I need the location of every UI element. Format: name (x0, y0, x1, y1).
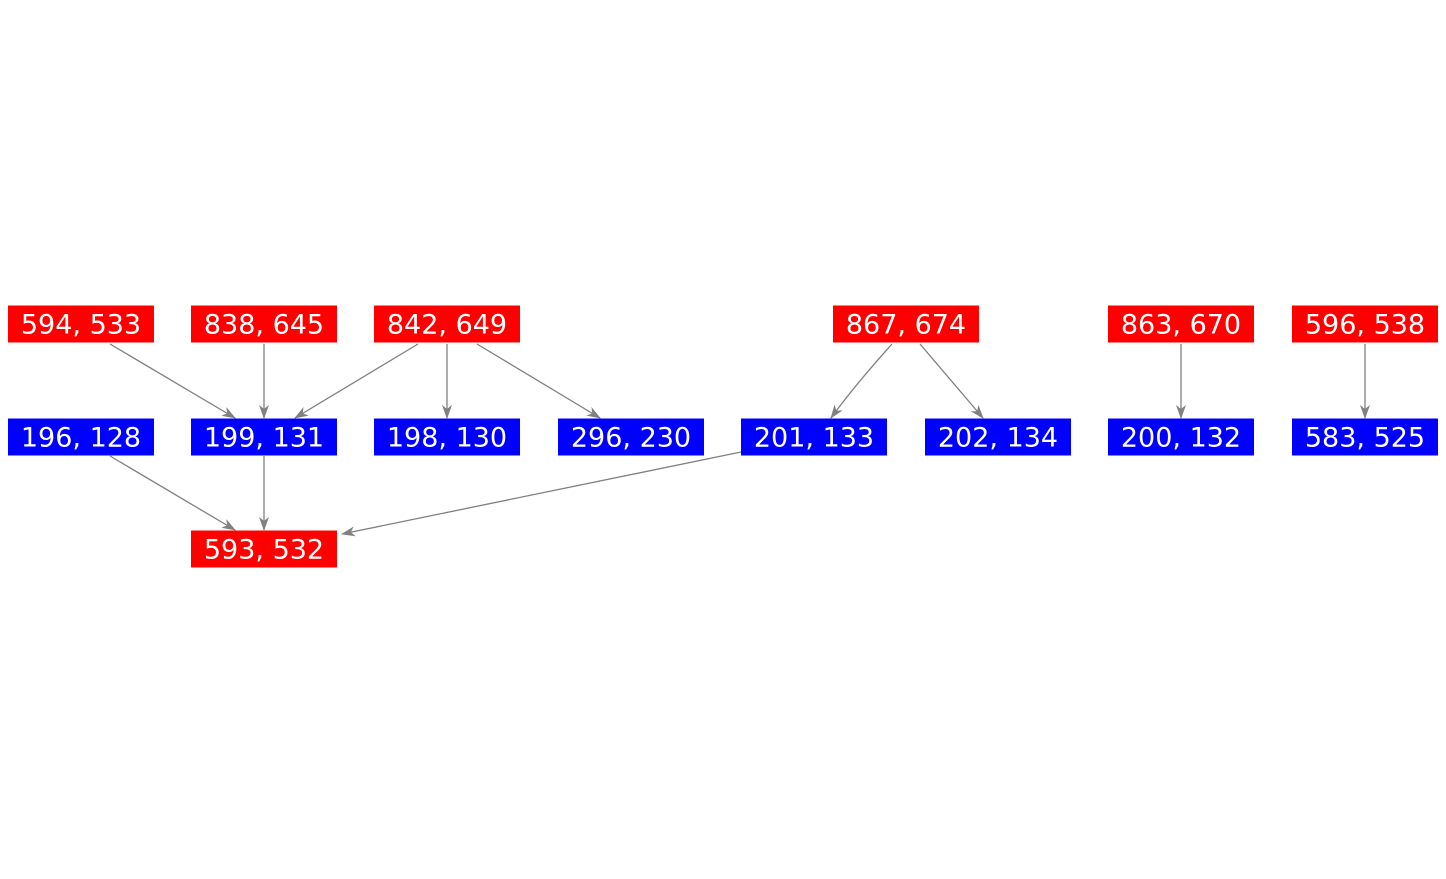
node-box (1108, 418, 1254, 456)
node-box (191, 418, 337, 456)
node-box (1108, 305, 1254, 343)
node: 201, 133 (741, 418, 887, 456)
node-box (741, 418, 887, 456)
node-box (374, 418, 520, 456)
node-label: 199, 131 (204, 423, 324, 454)
node-label: 596, 538 (1305, 310, 1425, 341)
node-box (8, 305, 154, 343)
node-label: 198, 130 (387, 423, 507, 454)
node-label: 842, 649 (387, 310, 507, 341)
node: 296, 230 (558, 418, 704, 456)
node-label: 583, 525 (1305, 423, 1425, 454)
node-box (1292, 418, 1438, 456)
edge (294, 343, 419, 419)
node: 842, 649 (374, 305, 520, 343)
node-label: 867, 674 (846, 310, 966, 341)
node: 202, 134 (925, 418, 1071, 456)
edge (341, 451, 742, 537)
node-label: 838, 645 (204, 310, 324, 341)
edges (109, 343, 1370, 537)
node: 583, 525 (1292, 418, 1438, 456)
node-label: 296, 230 (571, 423, 691, 454)
node-box (1292, 305, 1438, 343)
node-label: 202, 134 (938, 423, 1058, 454)
node-box (191, 305, 337, 343)
node-label: 196, 128 (21, 423, 141, 454)
edge (919, 343, 984, 419)
node-label: 593, 532 (204, 535, 324, 566)
node-box (833, 305, 979, 343)
edge (476, 343, 601, 419)
node-label: 594, 533 (21, 310, 141, 341)
node: 593, 532 (191, 530, 337, 568)
node-box (925, 418, 1071, 456)
node-label: 863, 670 (1121, 310, 1241, 341)
node: 594, 533 (8, 305, 154, 343)
node: 596, 538 (1292, 305, 1438, 343)
node: 198, 130 (374, 418, 520, 456)
edge (109, 343, 236, 419)
node: 838, 645 (191, 305, 337, 343)
node: 196, 128 (8, 418, 154, 456)
node: 199, 131 (191, 418, 337, 456)
nodes: 594, 533 838, 645 842, 649 867, 674 863, 670… (8, 305, 1438, 568)
edge (830, 343, 893, 419)
edge (109, 455, 236, 531)
node: 867, 674 (833, 305, 979, 343)
node-box (191, 530, 337, 568)
node: 200, 132 (1108, 418, 1254, 456)
node-label: 201, 133 (754, 423, 874, 454)
node-box (8, 418, 154, 456)
node-box (374, 305, 520, 343)
node-label: 200, 132 (1121, 423, 1241, 454)
node-box (558, 418, 704, 456)
node: 863, 670 (1108, 305, 1254, 343)
